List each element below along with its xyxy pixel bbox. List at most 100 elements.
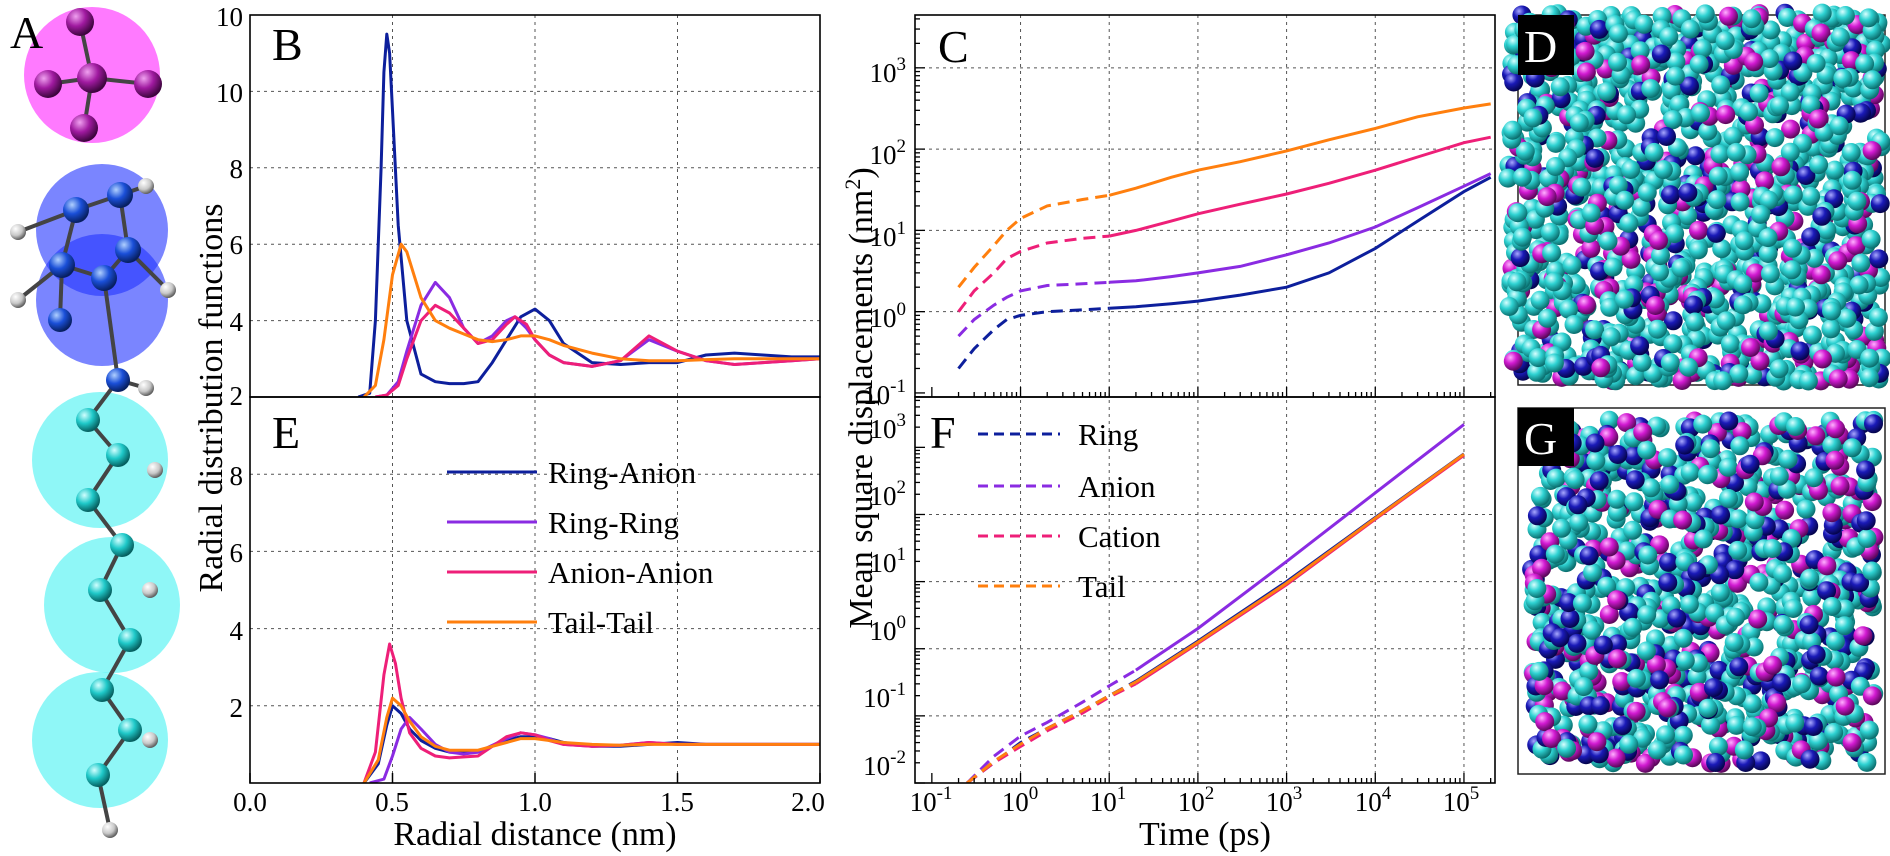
anion-sphere xyxy=(1828,251,1848,271)
ring-sphere xyxy=(1527,506,1547,526)
cation-sphere xyxy=(1783,185,1803,205)
cation-sphere xyxy=(1778,449,1798,469)
anion-sphere xyxy=(1646,655,1666,675)
msd-line-anion-dashed xyxy=(966,668,1137,783)
cation-sphere xyxy=(1802,587,1822,607)
rdf-line-ring-ring xyxy=(375,280,820,397)
cation-sphere xyxy=(1600,297,1620,317)
anion-sphere xyxy=(1744,492,1764,512)
cation-sphere xyxy=(1650,262,1669,282)
cation-sphere xyxy=(1679,357,1698,377)
anion-sphere xyxy=(1806,426,1826,446)
anion-sphere xyxy=(1532,558,1552,578)
cation-sphere xyxy=(1617,105,1637,125)
ring-sphere xyxy=(1711,505,1731,525)
ring-sphere xyxy=(1613,716,1632,736)
cation-sphere xyxy=(1621,160,1641,179)
cation-sphere xyxy=(1693,414,1713,434)
ring-sphere xyxy=(1608,634,1627,654)
rdf-y-tick-top-10: 10 xyxy=(216,2,243,32)
cation-sphere xyxy=(1585,320,1605,340)
anion-sphere xyxy=(1846,236,1866,256)
cation-sphere xyxy=(1507,272,1527,292)
cation-sphere xyxy=(1508,203,1528,223)
cation-sphere xyxy=(1837,308,1857,328)
cation-sphere xyxy=(1765,128,1785,148)
anion-sphere xyxy=(1575,41,1595,61)
cation-sphere xyxy=(1675,651,1695,670)
cation-sphere xyxy=(1780,82,1800,102)
ring-sphere xyxy=(1680,76,1699,96)
rdf-y-tick-8: 10 xyxy=(216,78,243,108)
msd-line-tail xyxy=(1135,452,1465,684)
cation-sphere xyxy=(1792,674,1812,694)
cation-sphere xyxy=(1711,75,1731,95)
anion-sphere xyxy=(1576,62,1596,82)
cation-sphere xyxy=(1802,325,1822,345)
msd-x-tick-5: 104 xyxy=(1355,783,1392,817)
cation-sphere xyxy=(1758,244,1778,263)
cation-sphere xyxy=(1733,274,1753,294)
cation-sphere xyxy=(1759,190,1779,210)
panel-label-G-bg xyxy=(1518,408,1574,466)
ring-sphere xyxy=(1803,717,1823,736)
cation-sphere xyxy=(1825,631,1845,651)
ring-sphere xyxy=(1852,103,1871,123)
rdf-y-tick-e2: 2 xyxy=(230,693,244,723)
cation-sphere xyxy=(1801,186,1821,206)
anion-sphere xyxy=(1826,419,1846,439)
msd-f-y-tick-m1: 10-1 xyxy=(863,679,906,713)
cation-sphere xyxy=(1786,297,1805,317)
ring-sphere xyxy=(1550,628,1570,648)
anion-sphere xyxy=(1732,422,1752,442)
rdf-x-tick-1: 0.5 xyxy=(375,787,409,817)
anion-sphere xyxy=(1842,733,1862,753)
msd-c-y-tick-3: 103 xyxy=(870,54,907,88)
cation-sphere xyxy=(1715,31,1735,51)
cation-sphere xyxy=(1751,204,1770,224)
ring-sphere xyxy=(1706,753,1726,772)
cation-sphere xyxy=(1512,227,1532,247)
msd-x-tick-6: 105 xyxy=(1443,783,1480,817)
ring-sphere xyxy=(1812,206,1832,226)
cation-sphere xyxy=(1769,359,1789,379)
anion-sphere xyxy=(1811,265,1831,285)
cation-sphere xyxy=(1863,70,1882,90)
cation-sphere xyxy=(1572,177,1592,197)
cation-sphere xyxy=(1857,752,1877,772)
anion-sphere xyxy=(1645,296,1665,315)
msd-series-F xyxy=(966,423,1465,783)
ring-sphere xyxy=(1801,227,1821,247)
anion-sphere xyxy=(1771,157,1791,177)
panel-label-D-bg xyxy=(1518,15,1574,75)
cation-sphere xyxy=(1822,597,1842,616)
cation-sphere xyxy=(1821,319,1841,339)
legend-label-tail-tail: Tail-Tail xyxy=(548,605,654,640)
anion-sphere xyxy=(1581,238,1601,258)
cation-sphere xyxy=(1786,417,1805,436)
msd-gridlines xyxy=(915,15,1495,783)
cation-sphere xyxy=(1760,264,1780,284)
cation-sphere xyxy=(1597,576,1617,596)
anion-sphere xyxy=(1633,422,1653,442)
cation-sphere xyxy=(1697,465,1717,485)
rdf-y-tick-4: 6 xyxy=(230,230,244,260)
anion-sphere xyxy=(1763,655,1783,675)
cation-sphere xyxy=(1673,725,1693,745)
msd-c-y-tick-0: 100 xyxy=(870,299,907,333)
cation-sphere xyxy=(1687,667,1707,687)
cation-sphere xyxy=(1862,561,1882,581)
cation-sphere xyxy=(1728,509,1748,529)
cation-sphere xyxy=(1557,738,1577,758)
ring-sphere xyxy=(1806,645,1826,664)
cation-sphere xyxy=(1718,457,1738,477)
cation-sphere xyxy=(1855,54,1875,74)
cation-sphere xyxy=(1783,599,1803,618)
cation-sphere xyxy=(1637,605,1657,625)
rdf-series-E xyxy=(362,642,820,783)
cation-sphere xyxy=(1619,734,1639,754)
cation-sphere xyxy=(1716,311,1736,331)
anion-sphere xyxy=(1606,748,1626,768)
msd-x-tick-1: 100 xyxy=(1002,783,1039,817)
